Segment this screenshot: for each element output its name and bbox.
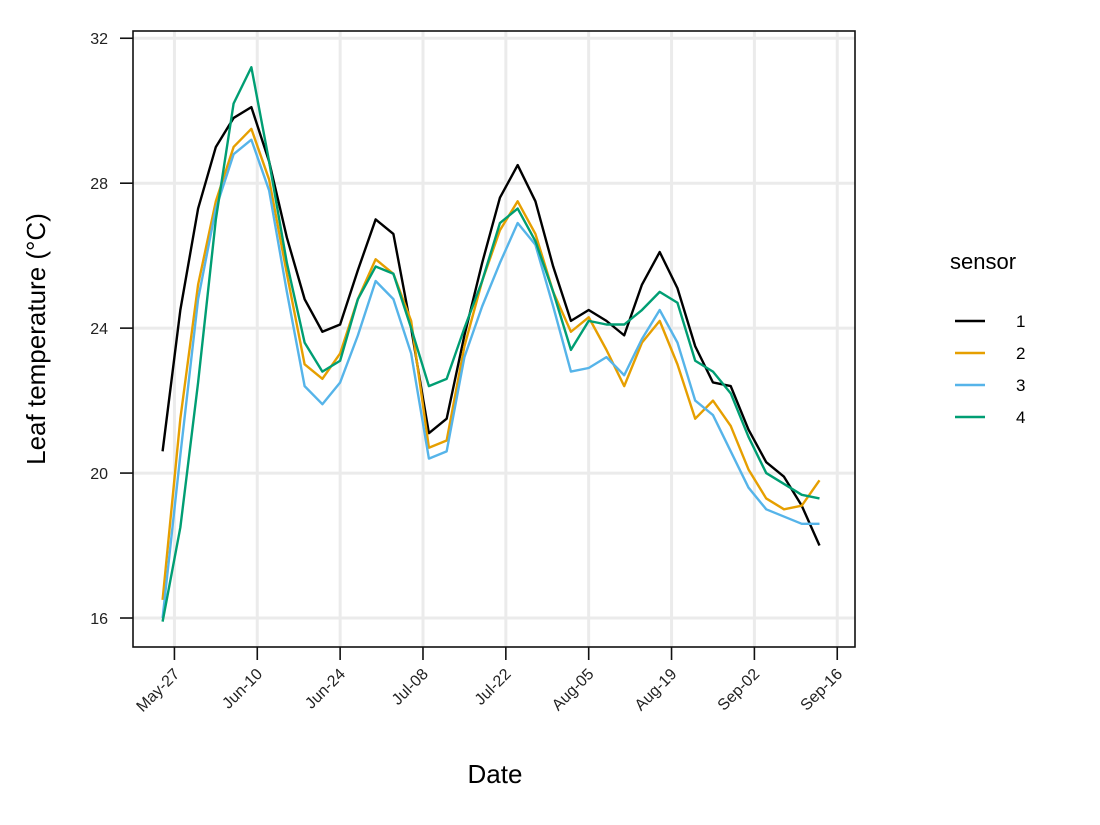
y-tick-label: 24 <box>90 321 108 338</box>
panel <box>133 31 855 647</box>
y-tick-label: 16 <box>90 611 108 628</box>
y-tick-label: 28 <box>90 176 108 193</box>
x-tick-label: Sep-16 <box>798 666 847 715</box>
legend-label: 4 <box>1016 408 1025 427</box>
panel-border <box>132 30 856 648</box>
y-tick-label: 32 <box>90 31 108 48</box>
x-tick-label: Jul-22 <box>472 666 515 709</box>
x-axis-title: Date <box>468 759 523 789</box>
x-tick-label: Jul-08 <box>389 666 432 709</box>
y-tick-label: 20 <box>90 466 108 483</box>
x-tick-label: Jun-10 <box>219 666 266 713</box>
lines <box>161 66 821 622</box>
grid <box>133 31 855 647</box>
x-tick-label: Sep-02 <box>715 666 764 715</box>
legend-title: sensor <box>950 249 1016 274</box>
legend-label: 2 <box>1016 344 1025 363</box>
legend-label: 1 <box>1016 312 1025 331</box>
x-tick-label: May-27 <box>134 666 184 716</box>
x-tick-label: Aug-19 <box>632 666 681 715</box>
x-tick-label: Aug-05 <box>549 666 598 715</box>
legend-label: 3 <box>1016 376 1025 395</box>
x-tick-label: Jun-24 <box>302 666 349 713</box>
y-axis-title: Leaf temperature (°C) <box>21 213 51 465</box>
legend: 1 2 3 4 <box>955 312 1025 427</box>
series-line <box>161 138 820 619</box>
series-line <box>161 66 820 622</box>
